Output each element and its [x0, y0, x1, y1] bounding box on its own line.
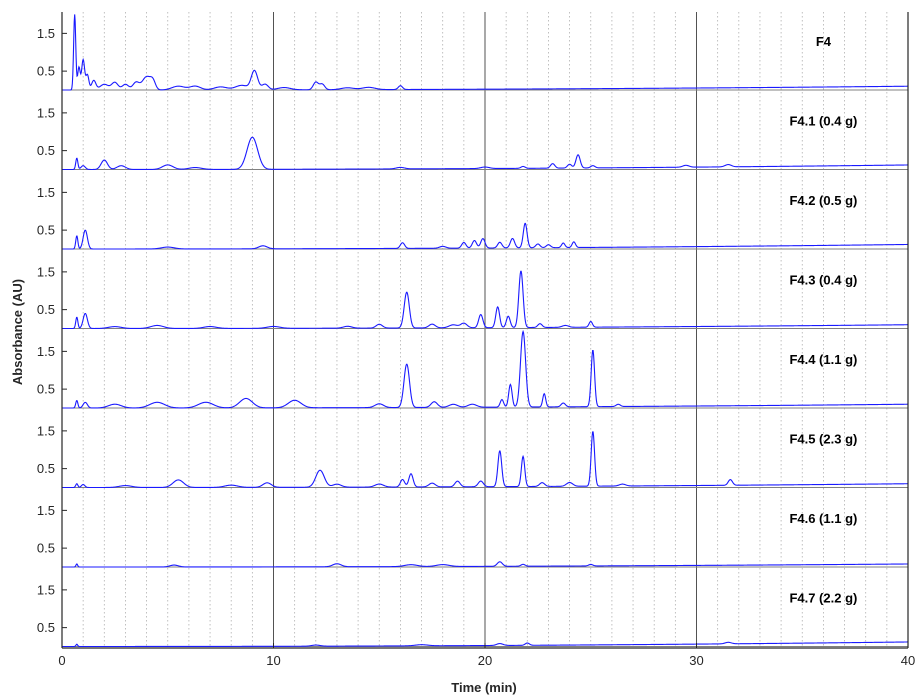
y-tick-label: 0.5 — [37, 382, 55, 397]
y-axis-label: Absorbance (AU) — [10, 279, 25, 385]
y-tick-label: 0.5 — [37, 620, 55, 635]
panel-label: F4.2 (0.5 g) — [789, 193, 857, 208]
x-axis-label: Time (min) — [451, 680, 517, 695]
y-tick-label: 1.5 — [37, 582, 55, 597]
panel-label: F4.7 (2.2 g) — [789, 591, 857, 606]
panel-2: F4.1 (0.4 g) 0.5 1.5 — [37, 105, 909, 171]
y-tick-label: 0.5 — [37, 302, 55, 317]
x-tick-label: 40 — [901, 653, 915, 668]
y-tick-label: 0.5 — [37, 541, 55, 556]
trace-line — [62, 329, 908, 409]
y-tick-label: 1.5 — [37, 264, 55, 279]
grid-lines — [82, 12, 909, 648]
panel-5: F4.4 (1.1 g) 0.5 1.5 — [37, 329, 908, 409]
panel-6: F4.5 (2.3 g) 0.5 1.5 — [37, 423, 908, 489]
x-tick-label: 0 — [58, 653, 65, 668]
trace-line — [62, 270, 908, 330]
y-tick-label: 1.5 — [37, 503, 55, 518]
panel-label: F4.6 (1.1 g) — [789, 511, 857, 526]
panel-label: F4.3 (0.4 g) — [789, 273, 857, 288]
chromatogram-panels: F4 0.5 1.5 F4.1 (0.4 g) 0.5 1.5 F4.2 (0.5 g) 0.… — [37, 14, 909, 648]
axes: 0 10 20 30 40 — [58, 12, 915, 668]
trace-line — [62, 222, 909, 250]
y-tick-label: 0.5 — [37, 461, 55, 476]
y-tick-label: 1.5 — [37, 105, 55, 120]
trace-line — [62, 431, 908, 489]
x-tick-label: 30 — [689, 653, 703, 668]
panel-label: F4.4 (1.1 g) — [789, 352, 857, 367]
trace-line — [62, 136, 909, 171]
x-tick-label: 20 — [478, 653, 492, 668]
y-tick-label: 1.5 — [37, 26, 55, 41]
y-tick-label: 1.5 — [37, 423, 55, 438]
x-tick-label: 10 — [266, 653, 280, 668]
panel-3: F4.2 (0.5 g) 0.5 1.5 — [37, 185, 909, 250]
y-tick-label: 0.5 — [37, 143, 55, 158]
panel-7: F4.6 (1.1 g) 0.5 1.5 — [37, 503, 908, 568]
y-tick-label: 0.5 — [37, 223, 55, 238]
panel-label: F4.5 (2.3 g) — [789, 432, 857, 447]
panel-1: F4 0.5 1.5 — [37, 14, 909, 91]
y-tick-label: 1.5 — [37, 185, 55, 200]
trace-line — [62, 561, 908, 568]
y-tick-label: 1.5 — [37, 344, 55, 359]
panel-4: F4.3 (0.4 g) 0.5 1.5 — [37, 264, 908, 330]
panel-label: F4.1 (0.4 g) — [789, 114, 857, 129]
panel-label: F4 — [816, 34, 832, 49]
trace-line — [62, 14, 909, 91]
y-tick-label: 0.5 — [37, 64, 55, 79]
